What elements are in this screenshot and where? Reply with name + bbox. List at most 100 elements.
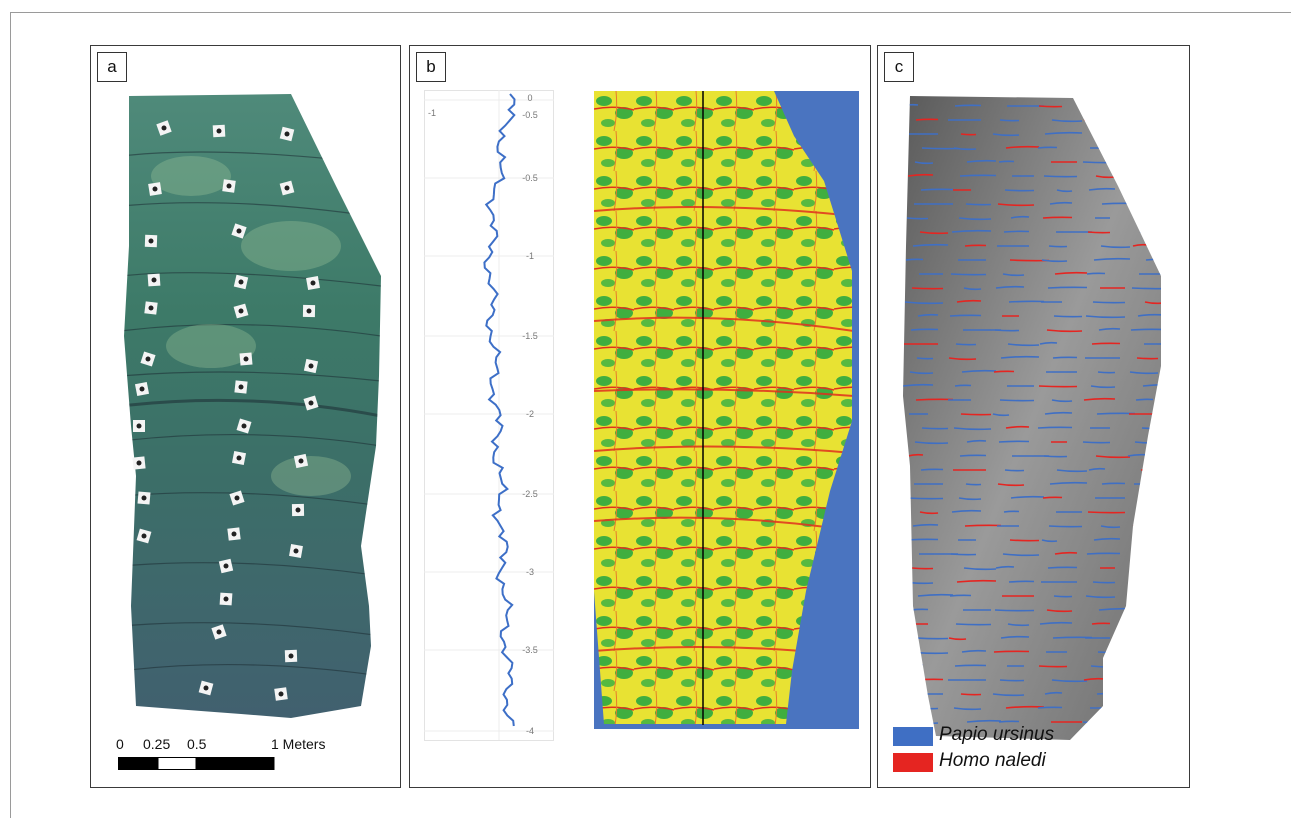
trace-segment [1092, 581, 1116, 584]
trace-segment [1082, 161, 1121, 164]
target-marker-dot [236, 228, 242, 234]
target-marker-dot [288, 653, 294, 659]
target-marker-dot [223, 563, 229, 569]
target-marker-dot [203, 685, 209, 691]
target-marker-dot [308, 363, 314, 369]
rock-wall-photo [124, 94, 381, 718]
trace-segment [963, 567, 997, 571]
trace-segment [1051, 119, 1083, 123]
trace-segment [911, 567, 934, 570]
trace-segment [1051, 399, 1073, 403]
trace-segment [1134, 161, 1159, 165]
trace-segment [960, 413, 992, 416]
trace-segment [1000, 635, 1030, 639]
trace-segment [954, 384, 972, 387]
photogrammetry-targets [132, 120, 320, 701]
target-marker-dot [298, 458, 304, 464]
trace-segment [959, 454, 987, 457]
trace-segment [999, 399, 1035, 402]
trace-segment [992, 413, 1010, 417]
trace-segment [1056, 189, 1073, 193]
trace-segment [1098, 327, 1121, 331]
roughness-heatmap [594, 91, 859, 729]
figure-frame-left [10, 12, 11, 818]
trace-segment [903, 663, 924, 667]
legend-swatch-papio [893, 727, 933, 746]
trace-segment [1044, 691, 1063, 695]
trace-segment [1093, 537, 1121, 541]
trace-segment [1053, 595, 1073, 598]
trace-segment [906, 497, 944, 500]
trace-segment [1091, 342, 1121, 345]
trace-segment [1141, 427, 1161, 430]
trace-segment [905, 258, 924, 261]
trace-segment [1051, 679, 1088, 683]
target-marker-dot [151, 277, 157, 283]
trace-segment [1044, 411, 1073, 415]
trace-segment [997, 483, 1025, 487]
trace-segment [1145, 538, 1161, 541]
trace-segment [1038, 665, 1068, 668]
trace-segment [920, 188, 954, 191]
trace-segment [1130, 328, 1161, 331]
trace-segment [921, 147, 959, 150]
trace-segment [992, 133, 1020, 137]
legend-swatch-homo [893, 753, 933, 772]
trace-segment [1131, 567, 1159, 570]
target-marker-dot [139, 386, 145, 392]
trace-segment [917, 313, 939, 317]
trace-segment [1005, 145, 1040, 149]
trace-segment [953, 427, 992, 431]
trace-segment [961, 369, 997, 373]
trace-segment [916, 357, 934, 360]
trace-segment [995, 285, 1025, 289]
profile-y-tick: -1 [526, 251, 534, 261]
trace-segment [912, 243, 949, 247]
trace-segment [1043, 455, 1068, 458]
trace-segment [915, 118, 939, 121]
trace-segment [1139, 511, 1161, 515]
trace-segment [1037, 146, 1058, 149]
trace-segment [1054, 271, 1088, 275]
trace-segment [1042, 216, 1073, 219]
target-marker-dot [226, 183, 232, 189]
trace-segment [905, 538, 939, 541]
trace-segment [1000, 355, 1040, 359]
trace-segment [1044, 131, 1083, 135]
trace-segment [1129, 371, 1159, 375]
trace-segment [1085, 595, 1116, 599]
target-marker-dot [243, 356, 249, 362]
scale-tick-0-5: 0.5 [187, 736, 207, 752]
target-marker-dot [141, 495, 147, 501]
trace-segment [949, 594, 972, 597]
target-marker-dot [216, 629, 222, 635]
trace-segment [1127, 173, 1159, 177]
target-marker-dot [223, 596, 229, 602]
trace-segment [917, 593, 954, 597]
trace-segment [910, 328, 939, 331]
trace-segment [1090, 105, 1126, 109]
trace-segment [993, 650, 1030, 653]
trace-segment [1100, 525, 1121, 529]
trace-segment [1047, 566, 1078, 569]
hillshade-surface [903, 96, 1161, 740]
trace-segment [1043, 175, 1078, 178]
trace-segment [906, 217, 929, 220]
trace-segment [1100, 245, 1131, 249]
trace-segment [965, 483, 982, 486]
trace-segment [911, 287, 944, 290]
rock-wall-surface [124, 94, 381, 718]
trace-segment [955, 343, 977, 346]
trace-segment [904, 301, 944, 305]
trace-segment [1144, 301, 1161, 305]
trace-segment [1135, 678, 1161, 681]
trace-segment [1052, 356, 1078, 359]
target-marker-dot [284, 185, 290, 191]
trace-segment [964, 244, 987, 247]
trace-segment [960, 693, 982, 696]
trace-segment [1046, 329, 1083, 333]
trace-segment [1002, 553, 1040, 557]
trace-segment [1048, 245, 1068, 248]
trace-segment [1010, 495, 1045, 499]
profile-y-tick: -2 [526, 409, 534, 419]
